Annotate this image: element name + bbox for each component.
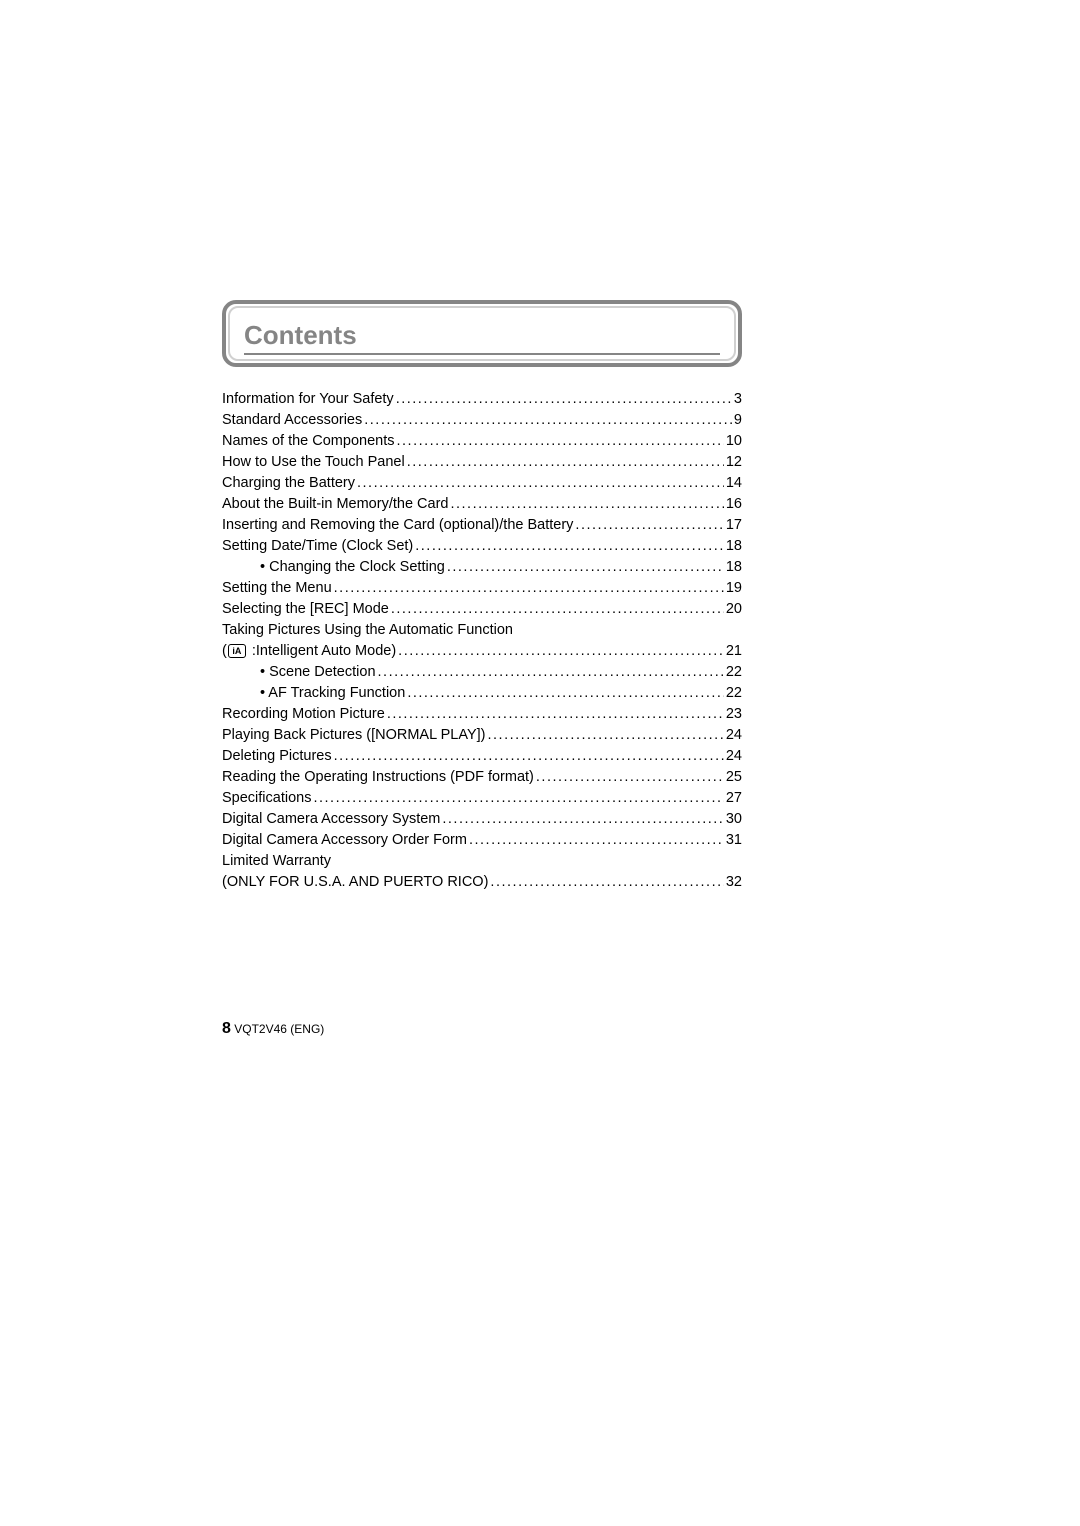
- toc-leader-dots: ........................................…: [378, 662, 724, 683]
- toc-leader-dots: ........................................…: [442, 809, 723, 830]
- toc-entry: Selecting the [REC] Mode................…: [222, 599, 742, 620]
- toc-leader-dots: ........................................…: [407, 452, 724, 473]
- intelligent-auto-icon: iA: [228, 644, 246, 658]
- toc-entry: Playing Back Pictures ([NORMAL PLAY])...…: [222, 725, 742, 746]
- toc-label: • Scene Detection: [260, 662, 376, 683]
- toc-entry: Setting Date/Time (Clock Set)...........…: [222, 536, 742, 557]
- toc-leader-dots: ........................................…: [334, 746, 724, 767]
- toc-entry: Digital Camera Accessory System.........…: [222, 809, 742, 830]
- toc-label: Specifications: [222, 788, 311, 809]
- toc-leader-dots: ........................................…: [391, 599, 724, 620]
- toc-label: Deleting Pictures: [222, 746, 332, 767]
- page-number: 8: [222, 1020, 231, 1037]
- toc-label: About the Built-in Memory/the Card: [222, 494, 448, 515]
- toc-leader-dots: ........................................…: [357, 473, 724, 494]
- table-of-contents: Information for Your Safety.............…: [222, 389, 742, 893]
- toc-label: Reading the Operating Instructions (PDF …: [222, 767, 534, 788]
- toc-page-number: 30: [726, 809, 742, 830]
- toc-page-number: 24: [726, 725, 742, 746]
- toc-label: Recording Motion Picture: [222, 704, 385, 725]
- toc-leader-dots: ........................................…: [364, 410, 732, 431]
- toc-page-number: 3: [734, 389, 742, 410]
- toc-page-number: 22: [726, 662, 742, 683]
- toc-page-number: 16: [726, 494, 742, 515]
- toc-entry: • Changing the Clock Setting............…: [222, 557, 742, 578]
- toc-label: Selecting the [REC] Mode: [222, 599, 389, 620]
- toc-page-number: 23: [726, 704, 742, 725]
- toc-page-number: 24: [726, 746, 742, 767]
- toc-label: Digital Camera Accessory System: [222, 809, 440, 830]
- contents-header: Contents: [222, 300, 742, 367]
- toc-page-number: 18: [726, 536, 742, 557]
- toc-leader-dots: ........................................…: [490, 872, 723, 893]
- toc-leader-dots: ........................................…: [536, 767, 724, 788]
- toc-entry: Charging the Battery....................…: [222, 473, 742, 494]
- toc-entry: Recording Motion Picture................…: [222, 704, 742, 725]
- toc-label: Playing Back Pictures ([NORMAL PLAY]): [222, 725, 486, 746]
- toc-page-number: 31: [726, 830, 742, 851]
- toc-entry: About the Built-in Memory/the Card......…: [222, 494, 742, 515]
- toc-entry: Deleting Pictures.......................…: [222, 746, 742, 767]
- contents-title: Contents: [244, 314, 720, 355]
- toc-entry: • AF Tracking Function..................…: [222, 683, 742, 704]
- toc-entry: Digital Camera Accessory Order Form.....…: [222, 830, 742, 851]
- toc-entry: (iA :Intelligent Auto Mode).............…: [222, 641, 742, 662]
- toc-label: Limited Warranty: [222, 853, 331, 869]
- toc-entry: Standard Accessories....................…: [222, 410, 742, 431]
- toc-leader-dots: ........................................…: [447, 557, 724, 578]
- toc-page-number: 17: [726, 515, 742, 536]
- toc-label: Names of the Components: [222, 431, 394, 452]
- toc-entry: Names of the Components.................…: [222, 431, 742, 452]
- toc-page-number: 14: [726, 473, 742, 494]
- toc-page-number: 25: [726, 767, 742, 788]
- toc-label: Charging the Battery: [222, 473, 355, 494]
- toc-leader-dots: ........................................…: [450, 494, 723, 515]
- toc-label: • AF Tracking Function: [260, 683, 405, 704]
- toc-leader-dots: ........................................…: [469, 830, 724, 851]
- toc-label: Information for Your Safety: [222, 389, 394, 410]
- toc-entry: Specifications..........................…: [222, 788, 742, 809]
- toc-page-number: 22: [726, 683, 742, 704]
- toc-page-number: 12: [726, 452, 742, 473]
- toc-label: Inserting and Removing the Card (optiona…: [222, 515, 573, 536]
- toc-leader-dots: ........................................…: [575, 515, 723, 536]
- toc-page-number: 19: [726, 578, 742, 599]
- toc-page-number: 27: [726, 788, 742, 809]
- toc-entry: (ONLY FOR U.S.A. AND PUERTO RICO).......…: [222, 872, 742, 893]
- toc-leader-dots: ........................................…: [396, 389, 732, 410]
- toc-label: Setting the Menu: [222, 578, 332, 599]
- toc-page-number: 21: [726, 641, 742, 662]
- toc-label: • Changing the Clock Setting: [260, 557, 445, 578]
- toc-page-number: 20: [726, 599, 742, 620]
- toc-entry: Setting the Menu........................…: [222, 578, 742, 599]
- toc-label: How to Use the Touch Panel: [222, 452, 405, 473]
- toc-page-number: 10: [726, 431, 742, 452]
- toc-label: Taking Pictures Using the Automatic Func…: [222, 622, 513, 638]
- toc-leader-dots: ........................................…: [398, 641, 724, 662]
- toc-label: (iA :Intelligent Auto Mode): [222, 641, 396, 662]
- toc-leader-dots: ........................................…: [334, 578, 724, 599]
- toc-entry: How to Use the Touch Panel..............…: [222, 452, 742, 473]
- document-code: VQT2V46 (ENG): [234, 1022, 324, 1036]
- toc-leader-dots: ........................................…: [313, 788, 723, 809]
- page-footer: 8 VQT2V46 (ENG): [222, 1020, 324, 1038]
- toc-page-number: 9: [734, 410, 742, 431]
- toc-page-number: 32: [726, 872, 742, 893]
- toc-leader-dots: ........................................…: [415, 536, 724, 557]
- toc-label: Standard Accessories: [222, 410, 362, 431]
- toc-label: Setting Date/Time (Clock Set): [222, 536, 413, 557]
- toc-leader-dots: ........................................…: [387, 704, 724, 725]
- toc-entry: Inserting and Removing the Card (optiona…: [222, 515, 742, 536]
- toc-entry: • Scene Detection.......................…: [222, 662, 742, 683]
- toc-leader-dots: ........................................…: [396, 431, 723, 452]
- toc-leader-dots: ........................................…: [488, 725, 724, 746]
- toc-page-number: 18: [726, 557, 742, 578]
- toc-label: Digital Camera Accessory Order Form: [222, 830, 467, 851]
- toc-label: (ONLY FOR U.S.A. AND PUERTO RICO): [222, 872, 488, 893]
- toc-entry: Information for Your Safety.............…: [222, 389, 742, 410]
- toc-entry: Taking Pictures Using the Automatic Func…: [222, 620, 742, 641]
- toc-leader-dots: ........................................…: [407, 683, 724, 704]
- toc-entry: Reading the Operating Instructions (PDF …: [222, 767, 742, 788]
- toc-entry: Limited Warranty: [222, 851, 742, 872]
